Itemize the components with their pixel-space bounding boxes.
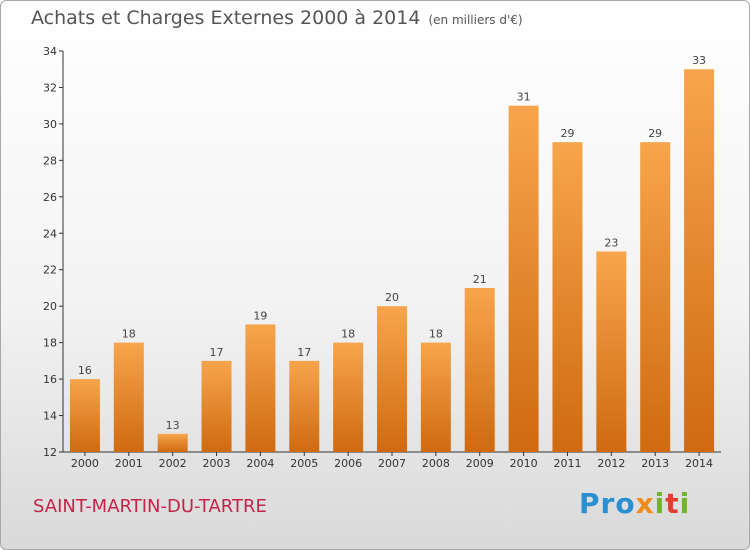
data-label: 16 xyxy=(78,364,92,377)
x-tick-label: 2008 xyxy=(422,457,450,470)
y-tick-label: 18 xyxy=(43,337,57,350)
bar xyxy=(157,433,188,452)
x-tick-label: 2014 xyxy=(685,457,713,470)
y-tick-label: 32 xyxy=(43,81,57,94)
x-tick-label: 2007 xyxy=(378,457,406,470)
bar xyxy=(552,142,583,453)
x-tick-label: 2009 xyxy=(466,457,494,470)
y-tick-label: 28 xyxy=(43,154,57,167)
data-label: 20 xyxy=(385,291,399,304)
bar xyxy=(289,360,320,452)
data-label: 13 xyxy=(166,419,180,432)
data-label: 23 xyxy=(604,237,618,250)
y-tick-label: 34 xyxy=(43,45,57,58)
bar xyxy=(245,324,276,452)
x-tick-label: 2005 xyxy=(290,457,318,470)
x-tick-label: 2012 xyxy=(597,457,625,470)
y-tick-label: 24 xyxy=(43,227,57,240)
chart-subtitle: (en milliers d'€) xyxy=(428,13,523,27)
data-label: 17 xyxy=(210,346,224,359)
bar xyxy=(508,105,539,452)
x-tick-label: 2011 xyxy=(553,457,581,470)
x-tick-label: 2013 xyxy=(641,457,669,470)
data-label: 18 xyxy=(341,328,355,341)
bar xyxy=(69,379,100,452)
chart-title: Achats et Charges Externes 2000 à 2014 xyxy=(31,7,421,29)
city-name: SAINT-MARTIN-DU-TARTRE xyxy=(33,496,267,517)
bar xyxy=(377,306,407,452)
x-tick-label: 2001 xyxy=(115,457,143,470)
x-tick-label: 2003 xyxy=(203,457,231,470)
y-tick-label: 22 xyxy=(43,264,57,277)
bar xyxy=(201,360,232,452)
data-label: 17 xyxy=(297,346,311,359)
bar xyxy=(640,142,671,453)
proxiti-logo: Proxiti xyxy=(579,487,691,520)
bar xyxy=(464,287,495,452)
y-tick-label: 14 xyxy=(43,410,57,423)
data-label: 21 xyxy=(473,273,487,286)
bar xyxy=(113,342,144,452)
chart-title-line: Achats et Charges Externes 2000 à 2014 (e… xyxy=(31,7,523,29)
data-label: 33 xyxy=(692,54,706,67)
data-label: 31 xyxy=(517,91,531,104)
bar xyxy=(684,69,715,453)
bar xyxy=(596,251,627,452)
y-tick-label: 20 xyxy=(43,300,57,313)
data-label: 19 xyxy=(253,309,267,322)
y-tick-label: 16 xyxy=(43,373,57,386)
data-label: 18 xyxy=(122,328,136,341)
bar xyxy=(420,342,451,452)
x-tick-label: 2002 xyxy=(159,457,187,470)
chart-data-labels: 16 18 13 17 19 17 18 20 18 21 31 29 23 29 33 xyxy=(78,54,706,432)
data-label: 29 xyxy=(560,127,574,140)
y-tick-label: 30 xyxy=(43,118,57,131)
bar xyxy=(333,342,364,452)
x-tick-label: 2010 xyxy=(510,457,538,470)
x-tick-label: 2000 xyxy=(71,457,99,470)
x-tick-label: 2004 xyxy=(246,457,274,470)
x-tick-label: 2006 xyxy=(334,457,362,470)
chart-bars xyxy=(69,69,715,453)
data-label: 29 xyxy=(648,127,662,140)
y-tick-label: 12 xyxy=(43,446,57,459)
y-tick-label: 26 xyxy=(43,191,57,204)
data-label: 18 xyxy=(429,328,443,341)
